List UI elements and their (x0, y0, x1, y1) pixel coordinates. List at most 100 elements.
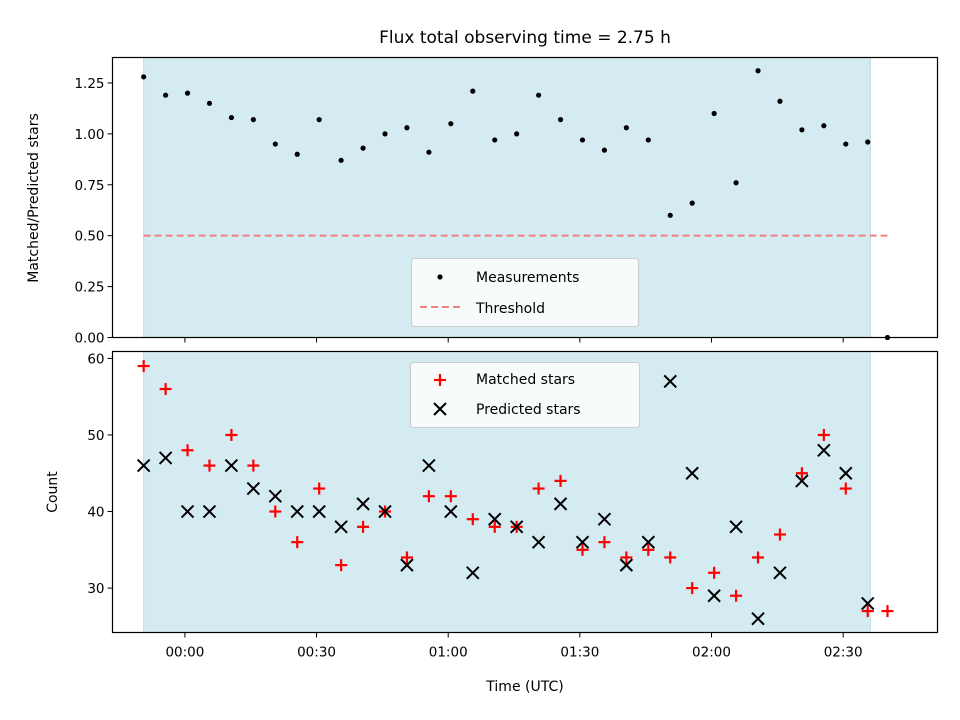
measurement-point (492, 137, 498, 143)
measurement-point (382, 131, 388, 137)
count-x-tick-label: 00:30 (297, 645, 336, 661)
count-x-tick-label: 00:00 (165, 645, 204, 661)
predicted-star-point (422, 458, 436, 473)
legend-matched-marker (434, 374, 446, 386)
measurement-point (536, 92, 542, 98)
matched-star-point (466, 513, 479, 526)
matched-star-point (598, 536, 611, 549)
measurement-point (557, 117, 564, 123)
predicted-star-point (685, 466, 699, 480)
measurement-point (184, 90, 191, 96)
predicted-star-point (861, 596, 875, 611)
count-y-tick-label: 30 (87, 581, 104, 597)
count-x-tick-label: 01:00 (429, 645, 468, 661)
matched-star-point (773, 528, 786, 541)
matched-star-point (400, 551, 413, 564)
measurement-point (667, 212, 673, 218)
predicted-star-point (817, 443, 831, 457)
count-y-tick-label: 60 (87, 351, 104, 367)
measurement-point (601, 147, 608, 153)
measurement-point (294, 151, 300, 157)
measurement-point (623, 125, 629, 131)
ratio-y-tick-label: 1.00 (74, 127, 104, 143)
ratio-panel: 0.00 0.25 0.50 0.75 1.00 1.25 Matched/Predict… (26, 56, 939, 347)
predicted-star-point (707, 589, 721, 603)
ratio-y-tick-label: 1.25 (74, 76, 104, 92)
matched-star-point (532, 482, 545, 495)
matched-star-point (203, 459, 216, 472)
matched-star-point (291, 536, 304, 549)
measurement-point (470, 88, 476, 94)
ratio-panel-frame (111, 56, 939, 339)
measurement-point (733, 180, 739, 186)
predicted-star-point (224, 458, 239, 473)
matched-star-point (730, 589, 743, 602)
ratio-y-axis-label: Matched/Predicted stars (26, 113, 42, 283)
measurement-point (777, 98, 783, 104)
predicted-star-point (400, 558, 414, 572)
count-panel-frame (111, 350, 939, 634)
count-legend: Matched stars Predicted stars (410, 362, 640, 428)
matched-star-point (269, 505, 282, 518)
predicted-star-point (663, 374, 677, 389)
predicted-star-point (378, 504, 392, 519)
ratio-y-tick-label: 0.25 (74, 280, 104, 296)
matched-star-point (839, 482, 852, 495)
predicted-star-point (268, 489, 283, 503)
measurement-point (426, 149, 432, 155)
predicted-star-point (356, 497, 370, 511)
measurement-point (579, 137, 586, 143)
measurement-point (755, 68, 761, 74)
predicted-star-point (553, 497, 568, 511)
measurement-point (843, 141, 849, 147)
matched-star-point (642, 543, 655, 556)
predicted-star-point (531, 535, 546, 549)
count-y-axis-label: Count (45, 471, 61, 513)
matched-star-point (861, 605, 874, 618)
matched-star-point (620, 551, 633, 564)
matched-star-point (444, 490, 457, 503)
matched-star-point (488, 520, 501, 533)
predicted-star-point (795, 474, 809, 488)
ratio-y-tick-label: 0.50 (74, 229, 104, 245)
matched-star-point (686, 582, 699, 595)
matched-star-point (335, 559, 348, 572)
predicted-star-point (180, 504, 195, 519)
legend-matched-label: Matched stars (476, 372, 575, 388)
count-panel: 30 40 50 60 00:00 00:30 01:00 01:30 02:00 02:30 C… (45, 350, 939, 695)
predicted-star-point (158, 451, 173, 465)
legend-predicted-marker (433, 402, 447, 416)
count-x-tick-label: 02:00 (692, 645, 731, 661)
matched-star-point (357, 520, 370, 533)
measurement-point (514, 131, 520, 137)
measurement-point (404, 125, 410, 131)
measurement-point (316, 117, 322, 123)
matched-star-point (708, 566, 721, 579)
predicted-star-point (575, 535, 590, 549)
measurement-point (865, 139, 871, 145)
predicted-star-point (509, 520, 524, 534)
ratio-y-tick-label: 0.00 (74, 331, 104, 347)
matched-star-point (225, 428, 238, 441)
count-y-tick-label: 50 (87, 428, 104, 444)
measurement-point (799, 127, 805, 133)
matched-star-point (313, 482, 326, 495)
legend-measurements-marker (437, 274, 443, 280)
measurement-point (689, 200, 695, 206)
matched-star-point (881, 605, 894, 618)
matched-star-point (137, 360, 150, 373)
predicted-star-point (312, 504, 326, 519)
predicted-star-point (444, 504, 458, 519)
predicted-star-point (290, 504, 304, 519)
matched-star-point (554, 474, 567, 487)
predicted-star-point (136, 458, 151, 473)
predicted-star-point (619, 558, 634, 572)
legend-predicted-label: Predicted stars (476, 402, 581, 418)
predicted-star-point (488, 512, 502, 526)
matched-star-point (817, 428, 830, 441)
measurement-point (206, 100, 213, 106)
matched-star-point (795, 467, 808, 480)
matched-star-point (752, 551, 765, 564)
predicted-star-point (466, 566, 480, 580)
